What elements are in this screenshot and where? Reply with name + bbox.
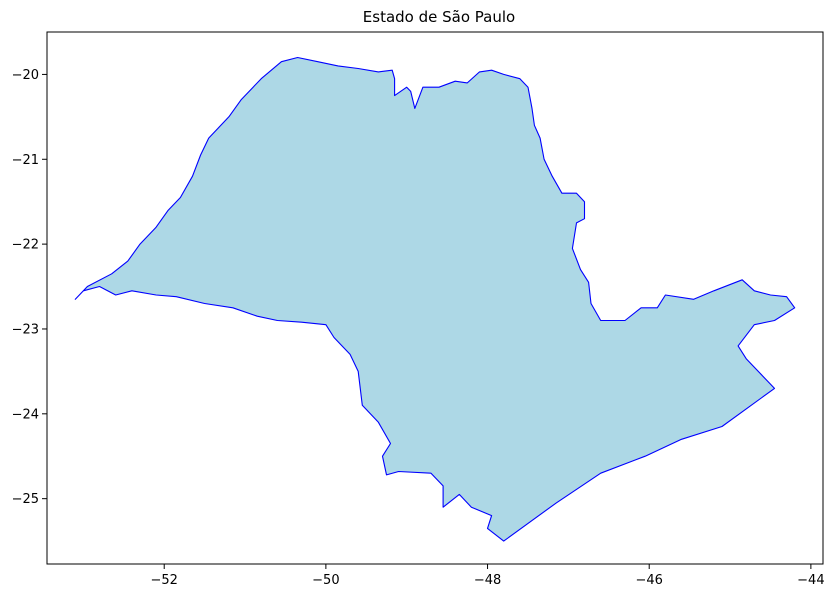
y-tick-label: −20 [12, 68, 39, 83]
y-tick-label: −24 [12, 407, 39, 422]
x-axis: −52 −50 −48 −46 −44 [150, 564, 825, 588]
chart-title: Estado de São Paulo [363, 8, 515, 26]
axes-frame [46, 31, 824, 565]
x-tick-label: −50 [312, 573, 339, 588]
state-polygon [74, 56, 796, 542]
x-tick-label: −46 [635, 573, 662, 588]
x-tick-label: −44 [797, 573, 824, 588]
y-tick-label: −21 [12, 153, 39, 168]
y-tick-label: −23 [12, 322, 39, 337]
x-tick-label: −52 [150, 573, 177, 588]
y-tick-label: −22 [12, 238, 39, 253]
x-tick-label: −48 [474, 573, 501, 588]
plot-area [46, 31, 824, 565]
y-tick-label: −25 [12, 492, 39, 507]
y-axis: −20 −21 −22 −23 −24 −25 [12, 68, 47, 507]
